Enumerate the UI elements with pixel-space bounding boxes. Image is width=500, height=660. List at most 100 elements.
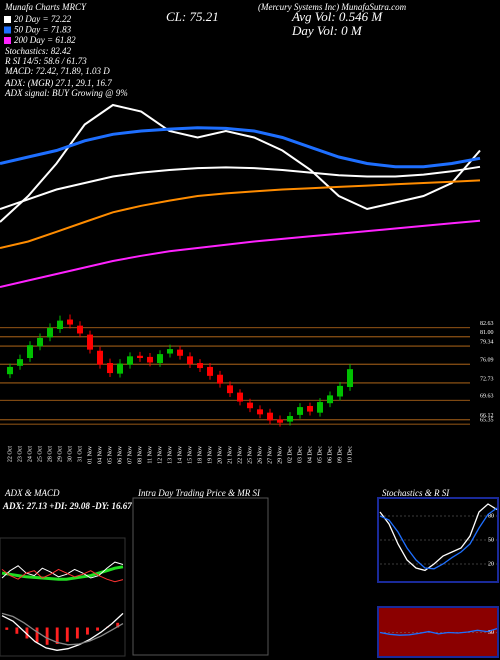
panel-title: ADX & MACD: [4, 488, 60, 498]
histogram-bar: [25, 627, 29, 639]
y-tick-label: 20: [488, 561, 494, 567]
x-tick-label: 15 Nov: [187, 446, 193, 464]
x-tick-label: 22 Oct: [7, 446, 13, 462]
histogram-bar: [15, 627, 19, 634]
candle-body: [307, 405, 313, 412]
x-tick-label: 30 Oct: [67, 446, 73, 462]
candle-body: [267, 412, 273, 421]
panel-title: Stochastics & R SI: [382, 488, 450, 498]
x-tick-label: 02 Dec: [287, 446, 293, 463]
y-tick-label: 80: [488, 513, 494, 519]
histogram-bar: [86, 627, 89, 635]
x-tick-label: 18 Nov: [197, 446, 203, 464]
candle-body: [217, 374, 223, 384]
candle-body: [197, 363, 203, 369]
x-tick-label: 06 Dec: [327, 446, 333, 463]
legend-label: 20 Day = 72.22: [14, 14, 72, 24]
histogram-bar: [45, 627, 49, 645]
series-line: [379, 507, 498, 570]
candle-body: [137, 355, 143, 359]
series-line: [1, 561, 124, 579]
series-line: [0, 179, 481, 249]
x-tick-label: 21 Nov: [227, 446, 233, 464]
x-tick-label: 25 Oct: [37, 446, 43, 462]
legend-swatch: [4, 26, 11, 34]
histogram-bar: [55, 627, 59, 644]
legend-swatch: [4, 37, 11, 44]
x-tick-label: 25 Nov: [247, 446, 253, 464]
legend-label: 50 Day = 71.83: [14, 25, 72, 35]
histogram-bar: [5, 627, 9, 630]
chart-title: Munafa Charts MRCY: [4, 2, 87, 12]
candle-body: [317, 402, 323, 413]
x-tick-label: 01 Nov: [87, 446, 93, 464]
x-tick-label: 27 Nov: [267, 446, 273, 464]
series-line: [0, 219, 481, 288]
x-tick-label: 22 Nov: [237, 446, 243, 464]
candle-body: [7, 366, 13, 375]
x-tick-label: 19 Nov: [207, 446, 213, 464]
x-tick-label: 31 Oct: [77, 446, 83, 462]
candle-body: [67, 319, 73, 325]
candle-body: [167, 349, 173, 354]
x-tick-label: 13 Nov: [167, 446, 173, 464]
histogram-bar: [75, 627, 79, 639]
histogram-bar: [116, 622, 120, 628]
series-line: [379, 503, 498, 572]
candle-body: [177, 349, 183, 356]
annotation: CL: 75.21: [166, 9, 219, 24]
candle-body: [257, 409, 263, 415]
candle-body: [57, 320, 63, 330]
level-label: 79.34: [480, 339, 494, 345]
x-tick-label: 09 Dec: [337, 446, 343, 463]
x-tick-label: 05 Nov: [107, 446, 113, 464]
candle-body: [277, 419, 283, 423]
x-tick-label: 03 Dec: [297, 446, 303, 463]
candle-body: [237, 392, 243, 402]
candle-body: [127, 356, 133, 365]
series-line: [1, 612, 124, 646]
level-label: 66.12: [480, 413, 494, 419]
candle-body: [297, 407, 303, 415]
level-label: 81.00: [480, 330, 494, 336]
candle-body: [47, 327, 53, 338]
candle-body: [97, 350, 103, 365]
candle-body: [37, 337, 43, 347]
x-tick-label: 04 Nov: [97, 446, 103, 464]
x-tick-label: 24 Oct: [27, 446, 33, 462]
legend-label: 200 Day = 61.82: [14, 35, 76, 45]
y-tick-label: 50: [488, 537, 494, 543]
histogram-bar: [65, 627, 69, 642]
annotation: MACD: 72.42, 71.89, 1.03 D: [4, 66, 110, 76]
x-tick-label: 11 Nov: [147, 446, 153, 464]
annotation: R SI 14/5: 58.6 / 61.73: [4, 56, 87, 66]
series-line: [0, 165, 481, 210]
candle-body: [337, 385, 343, 397]
x-tick-label: 06 Nov: [117, 446, 123, 464]
x-tick-label: 29 Nov: [277, 446, 283, 464]
candle-body: [227, 385, 233, 394]
series-line: [1, 568, 124, 583]
series-line: [0, 103, 481, 223]
x-tick-label: 12 Nov: [157, 446, 163, 464]
annotation: ADX: (MGR) 27.1, 29.1, 16.7: [4, 78, 112, 88]
x-tick-label: 29 Oct: [57, 446, 63, 462]
candle-body: [157, 354, 163, 364]
candle-body: [347, 369, 353, 388]
x-tick-label: 20 Nov: [217, 446, 223, 464]
x-tick-label: 26 Nov: [257, 446, 263, 464]
x-tick-label: 04 Dec: [307, 446, 313, 463]
x-tick-label: 23 Oct: [17, 446, 23, 462]
adx-panel: [0, 537, 126, 657]
annotation: Avg Vol: 0.546 M: [291, 9, 383, 24]
y-tick-label: 50: [488, 630, 494, 636]
x-tick-label: 28 Oct: [47, 446, 53, 462]
candle-body: [187, 356, 193, 365]
candle-body: [17, 359, 23, 366]
panel-title: Intra Day Trading Price & MR SI: [137, 488, 261, 498]
candle-body: [327, 395, 333, 404]
x-tick-label: 10 Dec: [347, 446, 353, 463]
histogram-bar: [96, 627, 99, 631]
histogram-bar: [35, 627, 39, 643]
level-label: 69.63: [480, 394, 494, 400]
